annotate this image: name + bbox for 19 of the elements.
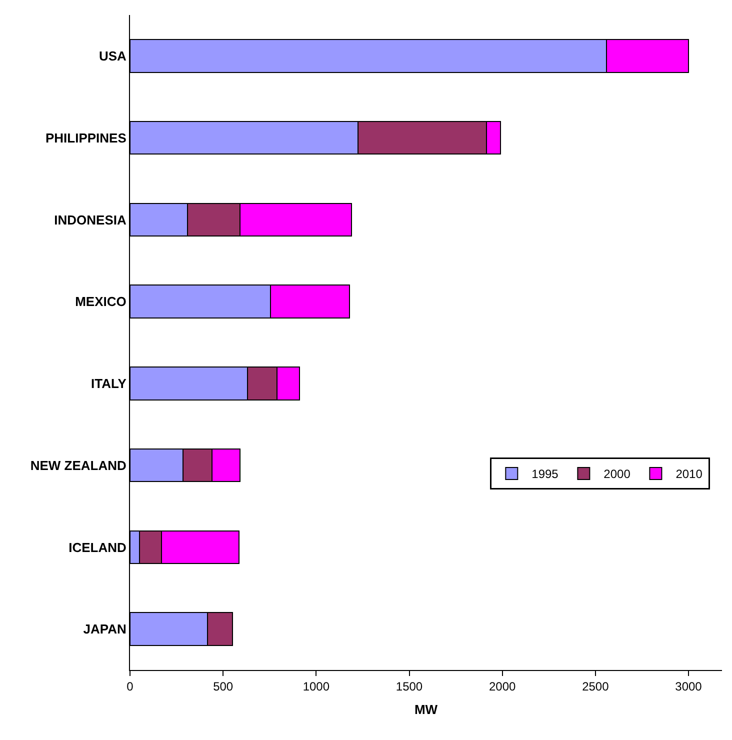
x-tick-label: 2000 xyxy=(488,679,516,694)
legend-label: 2000 xyxy=(604,467,631,482)
legend-label: 2010 xyxy=(676,467,703,482)
legend-label: 1995 xyxy=(532,467,559,482)
x-tick-label: 1000 xyxy=(302,679,330,694)
x-tick-label: 0 xyxy=(126,679,134,694)
x-tick-label: 3000 xyxy=(675,679,702,694)
y-tick-label: JAPAN xyxy=(83,622,126,637)
x-tick-label: 2500 xyxy=(582,679,610,694)
y-tick-label: USA xyxy=(98,48,128,64)
y-tick-label: ICELAND xyxy=(68,540,126,555)
y-tick-label: NEW ZEALAND xyxy=(30,458,126,473)
y-tick-label: MEXICO xyxy=(75,294,126,310)
y-tick-label: PHILIPPINES xyxy=(45,130,127,146)
x-axis-title: MW xyxy=(414,702,438,717)
x-tick-label: 1500 xyxy=(396,679,423,694)
y-tick-label: ITALY xyxy=(90,376,127,391)
y-tick-label: INDONESIA xyxy=(54,212,128,228)
x-tick-label: 500 xyxy=(213,679,234,694)
